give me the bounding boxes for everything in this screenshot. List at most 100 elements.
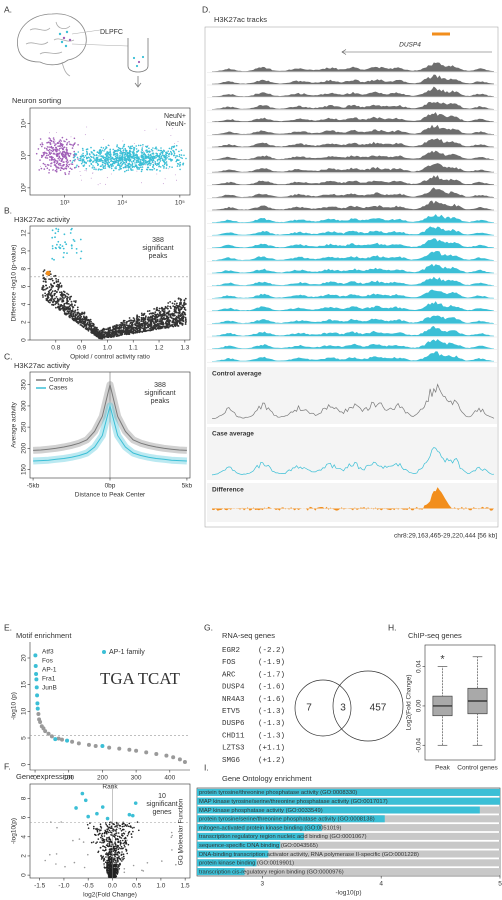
cloud-dot — [134, 154, 136, 157]
cloud-dot — [119, 159, 122, 162]
cloud-dot — [116, 157, 119, 159]
cloud-dot — [44, 280, 47, 283]
x-tick-label: 100 — [63, 775, 74, 782]
cloud-dot — [92, 156, 95, 158]
cloud-dot — [108, 864, 110, 866]
cloud-dot — [89, 318, 92, 321]
cloud-dot — [133, 152, 135, 155]
gene-fold-change: (-1.6) — [258, 696, 285, 704]
cloud-dot — [86, 150, 88, 153]
cloud-dot — [121, 332, 124, 335]
cloud-dot — [127, 320, 130, 322]
cloud-dot — [140, 320, 143, 323]
cloud-dot — [136, 821, 139, 823]
cloud-dot — [151, 169, 154, 171]
cloud-dot — [125, 166, 127, 167]
panel-label: I. — [204, 762, 209, 772]
cloud-dot — [63, 233, 66, 236]
cloud-dot — [143, 152, 146, 154]
cloud-dot — [65, 313, 68, 316]
cloud-dot — [100, 329, 102, 332]
cloud-dot — [151, 160, 154, 162]
cloud-dot — [105, 155, 108, 158]
cloud-dot — [113, 847, 116, 850]
panel-label: A. — [4, 4, 12, 14]
cloud-dot — [130, 833, 133, 835]
cloud-dot — [115, 324, 118, 326]
cloud-dot — [93, 157, 95, 160]
panel-label: H. — [388, 622, 397, 632]
bar-label: transcription cis-regulatory region bind… — [199, 869, 344, 875]
cloud-dot — [164, 178, 166, 180]
cloud-dot — [132, 830, 134, 833]
cloud-dot — [81, 154, 83, 156]
cloud-dot — [106, 864, 109, 866]
cloud-dot — [145, 327, 148, 329]
cloud-dot — [140, 164, 143, 166]
cloud-dot — [59, 169, 62, 171]
cloud-dot — [113, 151, 115, 153]
x-tick-label: Peak — [435, 765, 451, 772]
cloud-dot — [139, 144, 142, 147]
cloud-dot — [44, 294, 47, 297]
highlight-point — [45, 270, 51, 276]
cloud-dot — [53, 168, 55, 170]
y-axis-label: -log10(p) — [11, 818, 18, 844]
x-axis-label: Rank — [102, 784, 118, 791]
cloud-dot — [54, 148, 56, 151]
y-tick-label: 2 — [21, 854, 28, 858]
cloud-dot — [73, 304, 76, 307]
cloud-dot — [55, 143, 57, 145]
cloud-dot — [101, 155, 104, 158]
cloud-dot — [124, 155, 126, 158]
panel-title: H3K27ac activity — [14, 361, 70, 370]
cloud-dot — [138, 167, 141, 169]
cloud-dot — [123, 323, 126, 326]
cloud-dot — [57, 240, 60, 243]
cloud-dot — [98, 828, 100, 831]
y-tick-label: 10 — [21, 247, 28, 255]
cloud-dot — [142, 870, 145, 872]
cloud-dot — [129, 319, 132, 322]
cloud-dot — [62, 151, 64, 153]
cloud-dot — [41, 142, 43, 144]
cloud-dot — [104, 164, 106, 167]
cloud-dot — [123, 145, 125, 147]
cloud-dot — [65, 160, 68, 163]
cloud-dot — [151, 161, 154, 163]
cloud-dot — [65, 138, 68, 141]
cloud-dot — [174, 324, 177, 327]
cloud-dot — [168, 319, 171, 322]
cloud-dot — [125, 327, 128, 329]
cloud-dot — [83, 866, 86, 869]
cloud-dot — [55, 146, 57, 149]
cloud-dot — [48, 146, 50, 148]
cloud-dot — [138, 829, 140, 832]
cloud-dot — [62, 153, 65, 156]
cloud-dot — [131, 827, 134, 829]
cloud-dot — [112, 327, 115, 330]
cloud-dot — [123, 837, 126, 840]
cloud-dot — [178, 311, 181, 313]
cloud-dot — [131, 151, 134, 154]
cloud-dot — [177, 316, 180, 319]
cloud-dot — [48, 172, 50, 174]
cloud-dot — [124, 325, 127, 328]
cloud-dot — [120, 152, 123, 154]
point — [127, 747, 132, 752]
cloud-dot — [148, 310, 151, 312]
cloud-dot — [117, 159, 120, 162]
cloud-dot — [152, 147, 154, 149]
cloud-dot — [138, 316, 141, 318]
gene-fold-change: (+1.1) — [258, 745, 285, 753]
cloud-dot — [52, 156, 54, 159]
cloud-dot — [55, 171, 58, 173]
cloud-dot — [104, 846, 107, 849]
cloud-dot — [57, 157, 59, 160]
cloud-dot — [92, 322, 95, 325]
venn-count: 457 — [370, 703, 387, 714]
cloud-dot — [118, 835, 121, 838]
cloud-dot — [149, 321, 152, 323]
cloud-dot — [55, 277, 57, 280]
gene-fold-change: (-1.9) — [258, 659, 285, 667]
